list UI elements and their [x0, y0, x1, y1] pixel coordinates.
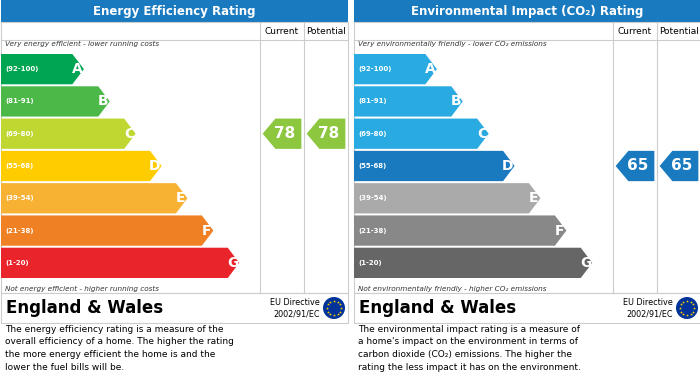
Text: B: B: [98, 95, 108, 108]
Text: EU Directive
2002/91/EC: EU Directive 2002/91/EC: [270, 298, 320, 318]
Circle shape: [323, 297, 345, 319]
Text: (39-54): (39-54): [358, 195, 386, 201]
Bar: [1, 293, 348, 323]
Text: England & Wales: England & Wales: [6, 299, 163, 317]
Polygon shape: [354, 183, 540, 213]
Text: (92-100): (92-100): [358, 66, 391, 72]
Text: Very environmentally friendly - lower CO₂ emissions: Very environmentally friendly - lower CO…: [358, 41, 547, 47]
Polygon shape: [354, 151, 514, 181]
Text: D: D: [502, 159, 514, 173]
Text: Energy Efficiency Rating: Energy Efficiency Rating: [93, 5, 256, 18]
Text: Very energy efficient - lower running costs: Very energy efficient - lower running co…: [5, 41, 159, 47]
Text: Not environmentally friendly - higher CO₂ emissions: Not environmentally friendly - higher CO…: [358, 286, 547, 292]
Text: (81-91): (81-91): [358, 99, 386, 104]
Polygon shape: [615, 151, 654, 181]
Bar: [1, 22, 348, 293]
Polygon shape: [659, 151, 699, 181]
Text: E: E: [529, 191, 538, 205]
Text: (55-68): (55-68): [358, 163, 386, 169]
Bar: [354, 293, 700, 323]
Text: (21-38): (21-38): [5, 228, 34, 233]
Text: Potential: Potential: [306, 27, 346, 36]
Bar: [354, 22, 700, 293]
Circle shape: [676, 297, 698, 319]
Text: EU Directive
2002/91/EC: EU Directive 2002/91/EC: [623, 298, 673, 318]
Text: Not energy efficient - higher running costs: Not energy efficient - higher running co…: [5, 286, 159, 292]
Text: (69-80): (69-80): [358, 131, 386, 137]
Text: E: E: [176, 191, 186, 205]
Text: Current: Current: [265, 27, 299, 36]
Text: C: C: [477, 127, 487, 141]
Text: The energy efficiency rating is a measure of the
overall efficiency of a home. T: The energy efficiency rating is a measur…: [5, 325, 234, 371]
Text: (92-100): (92-100): [5, 66, 38, 72]
Polygon shape: [1, 248, 239, 278]
Polygon shape: [354, 215, 566, 246]
Bar: [1, 0, 348, 22]
Polygon shape: [1, 118, 136, 149]
Polygon shape: [354, 54, 437, 84]
Text: (39-54): (39-54): [5, 195, 34, 201]
Polygon shape: [1, 86, 110, 117]
Text: F: F: [202, 224, 211, 238]
Text: The environmental impact rating is a measure of
a home's impact on the environme: The environmental impact rating is a mea…: [358, 325, 581, 371]
Text: D: D: [149, 159, 160, 173]
Text: 78: 78: [318, 126, 340, 141]
Bar: [354, 0, 700, 22]
Text: 78: 78: [274, 126, 295, 141]
Text: F: F: [555, 224, 564, 238]
Polygon shape: [1, 54, 84, 84]
Text: Potential: Potential: [659, 27, 699, 36]
Polygon shape: [307, 118, 345, 149]
Text: 65: 65: [627, 158, 648, 174]
Polygon shape: [1, 183, 188, 213]
Text: (1-20): (1-20): [358, 260, 382, 266]
Polygon shape: [1, 215, 213, 246]
Text: (1-20): (1-20): [5, 260, 29, 266]
Polygon shape: [354, 118, 489, 149]
Text: (81-91): (81-91): [5, 99, 34, 104]
Text: Environmental Impact (CO₂) Rating: Environmental Impact (CO₂) Rating: [412, 5, 644, 18]
Text: (21-38): (21-38): [358, 228, 386, 233]
Text: B: B: [451, 95, 461, 108]
Text: (69-80): (69-80): [5, 131, 34, 137]
Text: G: G: [227, 256, 238, 270]
Text: 65: 65: [671, 158, 692, 174]
Text: (55-68): (55-68): [5, 163, 34, 169]
Polygon shape: [1, 151, 162, 181]
Text: C: C: [124, 127, 134, 141]
Text: A: A: [72, 62, 83, 76]
Polygon shape: [354, 248, 592, 278]
Text: England & Wales: England & Wales: [359, 299, 516, 317]
Polygon shape: [354, 86, 463, 117]
Text: Current: Current: [618, 27, 652, 36]
Polygon shape: [262, 118, 302, 149]
Text: G: G: [580, 256, 592, 270]
Text: A: A: [425, 62, 435, 76]
